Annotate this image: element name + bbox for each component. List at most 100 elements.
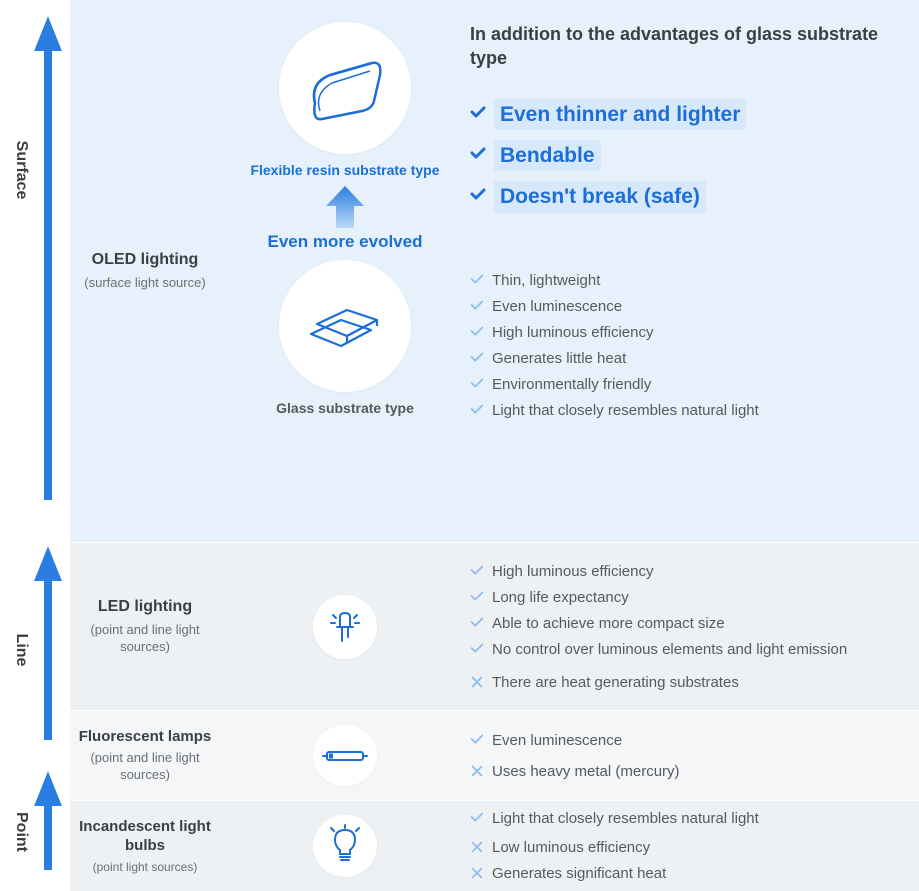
list-item: There are heat generating substrates [470,672,899,693]
axis-label-line: Line [12,634,30,667]
row-oled: OLED lighting (surface light source) Fle… [70,0,919,542]
list-item: Environmentally friendly [470,374,899,395]
list-item: Generates significant heat [470,863,899,884]
list-item: Generates little heat [470,348,899,369]
row-fluorescent: Fluorescent lamps (point and line light … [70,710,919,800]
glass-substrate-icon [279,260,411,392]
oled-features: In addition to the advantages of glass s… [470,0,919,542]
check-icon [470,140,486,162]
led-title: LED lighting [98,597,192,618]
oled-sub: (surface light source) [84,275,205,292]
comparison-table: OLED lighting (surface light source) Fle… [70,0,919,891]
feature-text: Generates little heat [492,348,899,369]
check-icon [470,400,484,417]
feature-text: Environmentally friendly [492,374,899,395]
check-icon [470,348,484,365]
feature-text: Even thinner and lighter [494,99,746,130]
cross-icon [470,761,484,778]
bulb-icon [313,815,377,877]
oled-title: OLED lighting [92,250,199,271]
list-item: Bendable [470,140,899,171]
check-icon [470,808,484,825]
feature-text: Thin, lightweight [492,270,899,291]
fluor-title: Fluorescent lamps [79,727,212,747]
list-item: Even luminescence [470,296,899,317]
incan-features: Light that closely resembles natural lig… [470,801,919,891]
fluorescent-tube-icon [313,725,377,786]
feature-text: Light that closely resembles natural lig… [492,400,899,421]
glass-caption: Glass substrate type [276,400,414,416]
cross-icon [470,863,484,880]
list-item: Light that closely resembles natural lig… [470,808,899,829]
feature-text: Doesn't break (safe) [494,181,706,212]
fluor-icon-col [220,711,470,800]
list-item: Able to achieve more compact size [470,613,899,634]
cross-icon [470,837,484,854]
oled-icon-col: Flexible resin substrate type Even more … [220,0,470,542]
check-icon [470,639,484,656]
evolve-arrow: Even more evolved [268,184,423,252]
feature-text: There are heat generating substrates [492,672,899,693]
fluor-features: Even luminescence Uses heavy metal (merc… [470,711,919,800]
led-feature-list: High luminous efficiency Long life expec… [470,556,899,698]
feature-text: Generates significant heat [492,863,899,884]
flexible-intro: In addition to the advantages of glass s… [470,22,899,71]
flexible-feature-list: Even thinner and lighter Bendable Doesn'… [470,89,899,223]
axis-label-point: Point [12,812,30,852]
glass-feature-list: Thin, lightweight Even luminescence High… [470,265,899,426]
feature-text: Able to achieve more compact size [492,613,899,634]
flexible-substrate-icon [279,22,411,154]
list-item: No control over luminous elements and li… [470,639,899,660]
row-label-fluor: Fluorescent lamps (point and line light … [70,711,220,800]
feature-text: Light that closely resembles natural lig… [492,808,899,829]
list-item: Low luminous efficiency [470,837,899,858]
list-item: Uses heavy metal (mercury) [470,761,899,782]
row-incandescent: Incandescent light bulbs (point light so… [70,800,919,891]
evolution-axis: Surface Line Point [0,0,70,891]
check-icon [470,374,484,391]
list-item: Thin, lightweight [470,270,899,291]
list-item: Even thinner and lighter [470,99,899,130]
row-label-led: LED lighting (point and line light sourc… [70,543,220,710]
feature-text: Even luminescence [492,730,899,751]
check-icon [470,322,484,339]
cross-icon [470,672,484,689]
row-label-incan: Incandescent light bulbs (point light so… [70,801,220,891]
incan-sub: (point light sources) [93,860,198,876]
check-icon [470,561,484,578]
incan-feature-list: Light that closely resembles natural lig… [470,803,899,889]
flexible-caption: Flexible resin substrate type [250,162,439,178]
feature-text: Long life expectancy [492,587,899,608]
check-icon [470,587,484,604]
check-icon [470,270,484,287]
incan-icon-col [220,801,470,891]
feature-text: No control over luminous elements and li… [492,639,899,660]
feature-text: High luminous efficiency [492,322,899,343]
list-item: High luminous efficiency [470,322,899,343]
fluor-feature-list: Even luminescence Uses heavy metal (merc… [470,725,899,787]
feature-text: Low luminous efficiency [492,837,899,858]
row-label-oled: OLED lighting (surface light source) [70,0,220,542]
feature-text: Even luminescence [492,296,899,317]
list-item: Light that closely resembles natural lig… [470,400,899,421]
feature-text: Bendable [494,140,601,171]
list-item: Even luminescence [470,730,899,751]
list-item: High luminous efficiency [470,561,899,582]
check-icon [470,99,486,121]
check-icon [470,181,486,203]
led-icon-col [220,543,470,710]
incan-title: Incandescent light bulbs [76,817,214,856]
row-led: LED lighting (point and line light sourc… [70,542,919,710]
led-features: High luminous efficiency Long life expec… [470,543,919,710]
check-icon [470,730,484,747]
feature-text: Uses heavy metal (mercury) [492,761,899,782]
feature-text: High luminous efficiency [492,561,899,582]
list-item: Doesn't break (safe) [470,181,899,212]
check-icon [470,296,484,313]
axis-label-surface: Surface [12,141,30,200]
fluor-sub: (point and line light sources) [76,750,214,784]
axis-arrows [0,0,70,891]
evolve-label: Even more evolved [268,232,423,252]
check-icon [470,613,484,630]
led-icon [313,595,377,659]
